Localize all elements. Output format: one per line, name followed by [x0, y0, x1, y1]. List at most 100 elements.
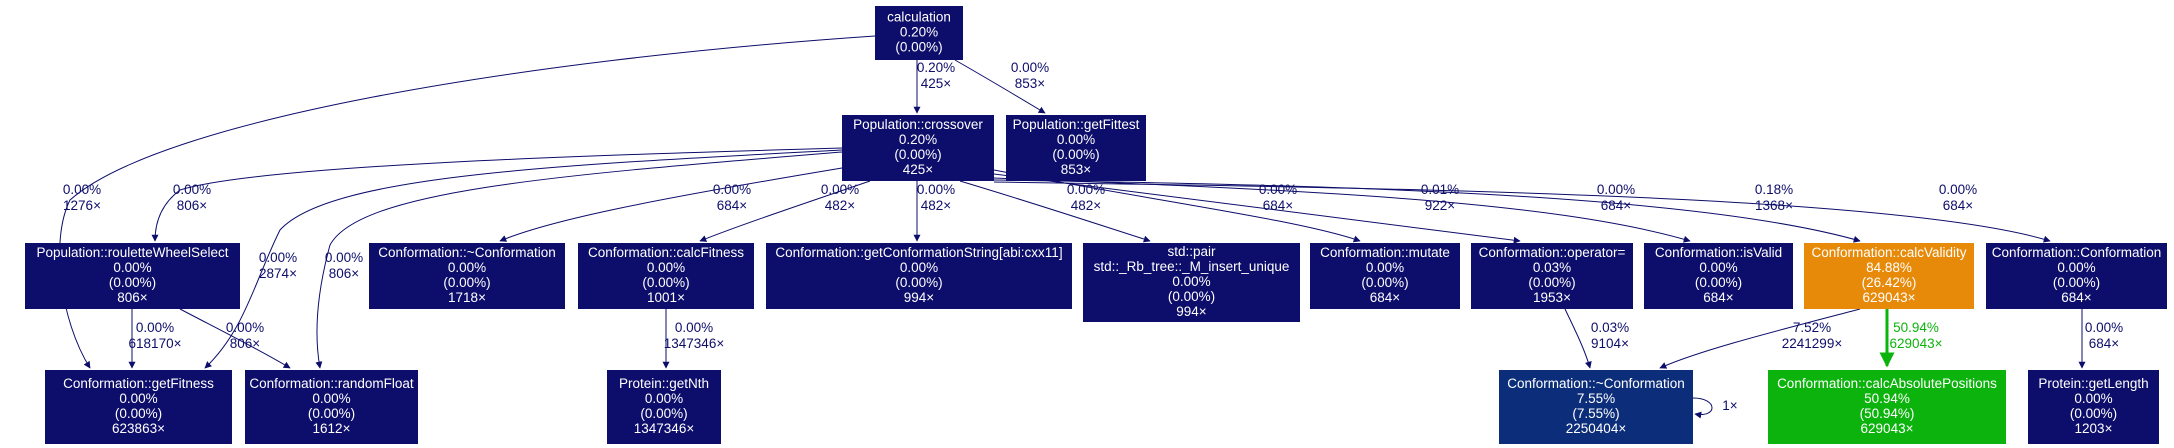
edge-label-line: 0.00%	[2085, 320, 2123, 335]
node-label-line: (0.00%)	[2070, 406, 2117, 421]
node-label-line: 0.00%	[312, 391, 350, 406]
node-box	[1986, 243, 2167, 309]
edge-label-line: 1368×	[1755, 198, 1793, 213]
edge-label: 0.00% 618170×	[129, 320, 182, 351]
node-box	[369, 243, 565, 309]
node-roulette[interactable]: Population::rouletteWheelSelect 0.00% (0.0…	[25, 243, 240, 309]
node-label-line: Population::rouletteWheelSelect	[36, 245, 228, 260]
edge-label: 0.00% 684×	[1939, 182, 1977, 213]
node-label-line: Conformation::isValid	[1655, 245, 1782, 260]
node-getFittest[interactable]: Population::getFittest 0.00% (0.00%) 853×	[1006, 115, 1146, 181]
node-label-line: (0.00%)	[1168, 289, 1215, 304]
node-label-line: 50.94%	[1864, 391, 1910, 406]
edge-label-line: 806×	[230, 336, 260, 351]
edge-line	[699, 180, 871, 242]
edge-line	[204, 149, 843, 369]
node-calcValidity[interactable]: Conformation::calcValidity 84.88% (26.42%)…	[1804, 243, 1974, 309]
edge-roulette-getFitness: 0.00% 618170×	[128, 309, 182, 369]
node-label-line: (0.00%)	[1052, 147, 1099, 162]
node-getConfString[interactable]: Conformation::getConformationString[abi:…	[766, 243, 1072, 309]
node-stdpair[interactable]: std::pair std::_Rb_tree::_M_insert_unique…	[1083, 243, 1300, 322]
node-label-line: 0.03%	[1533, 260, 1571, 275]
edge-line	[151, 147, 843, 242]
edge-label-line: 0.00%	[1011, 60, 1049, 75]
edge-label: 0.00% 806×	[325, 250, 363, 281]
edge-label: 50.94% 629043×	[1890, 320, 1943, 351]
edge-label-line: 629043×	[1890, 336, 1943, 351]
node-label: Conformation::operator= 0.03% (0.00%) 1953×	[1479, 245, 1626, 305]
node-label-line: 994×	[1176, 304, 1206, 319]
edge-label-line: 50.94%	[1893, 320, 1939, 335]
node-calculation[interactable]: calculation 0.20% (0.00%)	[875, 6, 963, 60]
node-label-line: Conformation::calcValidity	[1811, 245, 1966, 260]
edge-cross-calcFitness: 0.00% 482×	[699, 180, 871, 242]
edge-line	[1564, 308, 1592, 369]
node-ctor[interactable]: Conformation::Conformation 0.00% (0.00%) 68…	[1986, 243, 2167, 309]
node-destructor1[interactable]: Conformation::~Conformation 0.00% (0.00%) 1…	[369, 243, 565, 309]
node-label-line: Conformation::~Conformation	[1507, 376, 1684, 391]
node-label-line: 1203×	[2075, 421, 2113, 436]
edge-line	[993, 177, 1691, 243]
node-crossover[interactable]: Population::crossover 0.20% (0.00%) 425×	[842, 115, 994, 181]
node-mutate[interactable]: Conformation::mutate 0.00% (0.00%) 684×	[1310, 243, 1460, 309]
edge-line	[315, 151, 843, 369]
edge-label: 0.00% 482×	[917, 182, 955, 213]
node-label-line: (0.00%)	[109, 275, 156, 290]
edge-label-line: 0.00%	[226, 320, 264, 335]
node-label-line: 0.00%	[1172, 274, 1210, 289]
edge-label: 0.00% 806×	[226, 320, 264, 351]
node-label-line: 684×	[2061, 290, 2091, 305]
node-label-line: 629043×	[1861, 421, 1914, 436]
node-label-line: 425×	[903, 162, 933, 177]
node-destructor2[interactable]: Conformation::~Conformation 7.55% (7.55%) 2…	[1499, 370, 1693, 444]
edge-label-line: 0.00%	[173, 182, 211, 197]
edge-line	[959, 180, 1151, 243]
node-getFitness[interactable]: Conformation::getFitness 0.00% (0.00%) 6238…	[45, 370, 232, 444]
node-label-line: 0.00%	[448, 260, 486, 275]
edge-line	[1692, 397, 1713, 419]
edge-cross-isValid: 0.00% 684×	[993, 177, 1691, 243]
edge-destructor2-self: 1×	[1692, 397, 1738, 419]
node-calcAbsPos[interactable]: Conformation::calcAbsolutePositions 50.94…	[1768, 370, 2006, 444]
node-label-line: (0.00%)	[443, 275, 490, 290]
node-calcFitness[interactable]: Conformation::calcFitness 0.00% (0.00%) 100…	[578, 243, 754, 309]
node-label-line: (0.00%)	[894, 147, 941, 162]
node-label-line: 0.00%	[2057, 260, 2095, 275]
node-label: Population::getFittest 0.00% (0.00%) 853×	[1013, 117, 1140, 177]
node-randomFloat[interactable]: Conformation::randomFloat 0.00% (0.00%) 161…	[245, 370, 418, 444]
node-box	[1310, 243, 1460, 309]
edge-label-line: 684×	[2089, 336, 2119, 351]
node-label-line: (0.00%)	[115, 406, 162, 421]
edge-label-line: 618170×	[129, 336, 182, 351]
node-label-line: (7.55%)	[1572, 406, 1619, 421]
edge-label-line: 0.00%	[136, 320, 174, 335]
node-box	[2028, 370, 2159, 444]
node-label-line: (0.00%)	[308, 406, 355, 421]
node-label-line: Conformation::~Conformation	[378, 245, 555, 260]
node-label-line: Population::getFittest	[1013, 117, 1140, 132]
node-getNth[interactable]: Protein::getNth 0.00% (0.00%) 1347346×	[607, 370, 721, 444]
edge-label-line: 684×	[1263, 198, 1293, 213]
node-box	[25, 243, 240, 309]
edge-calc-getFitness: 0.00% 1276×	[59, 35, 876, 369]
edge-label-line: 0.18%	[1755, 182, 1793, 197]
edge-label: 0.00% 684×	[713, 182, 751, 213]
node-label-line: 806×	[117, 290, 147, 305]
node-isValid[interactable]: Conformation::isValid 0.00% (0.00%) 684×	[1644, 243, 1793, 309]
edge-ctor-getLength: 0.00% 684×	[2078, 309, 2123, 369]
edge-label-line: 0.00%	[675, 320, 713, 335]
node-box	[578, 243, 754, 309]
node-getLength[interactable]: Protein::getLength 0.00% (0.00%) 1203×	[2028, 370, 2159, 444]
edge-operatorEq-destructor2: 0.03% 9104×	[1564, 308, 1629, 369]
node-label: Conformation::isValid 0.00% (0.00%) 684×	[1655, 245, 1782, 305]
node-label-line: 0.00%	[113, 260, 151, 275]
edge-label-line: 0.01%	[1421, 182, 1459, 197]
node-label-line: (0.00%)	[640, 406, 687, 421]
node-operatorEq[interactable]: Conformation::operator= 0.03% (0.00%) 1953×	[1471, 243, 1633, 309]
edge-label-line: 684×	[1601, 198, 1631, 213]
node-box	[1471, 243, 1633, 309]
edge-label: 0.00% 482×	[821, 182, 859, 213]
edge-calc-crossover: 0.20% 425×	[913, 60, 955, 114]
edge-label: 0.18% 1368×	[1755, 182, 1793, 213]
node-label-line: (0.00%)	[642, 275, 689, 290]
